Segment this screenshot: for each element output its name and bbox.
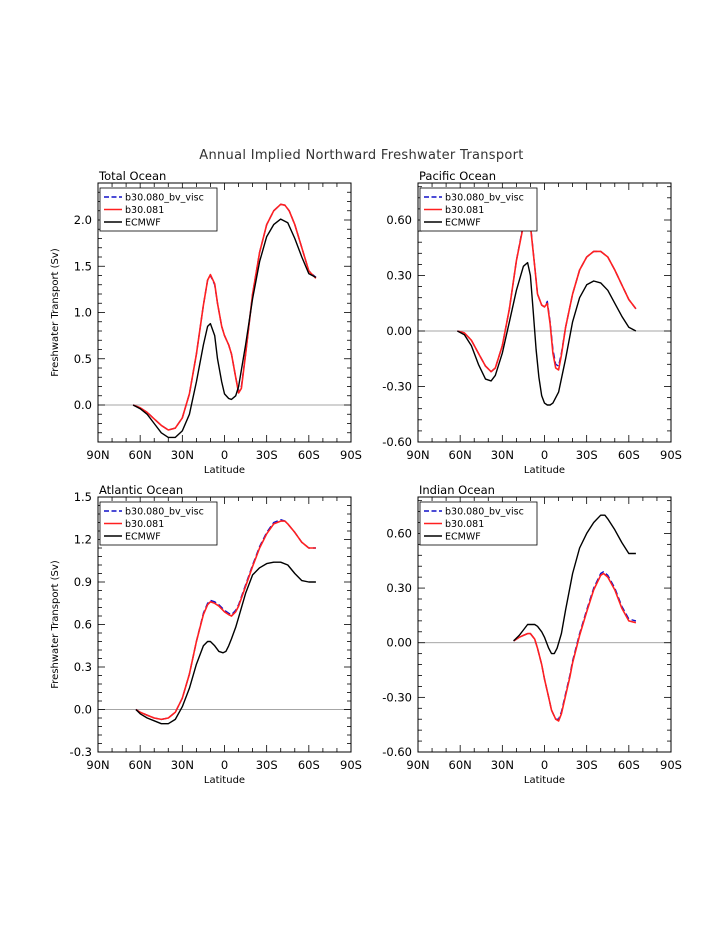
series-line-b30-081 <box>457 215 637 373</box>
y-tick-label: 1.2 <box>74 533 92 547</box>
x-tick-label: 90N <box>406 758 429 772</box>
x-tick-label: 60S <box>298 758 320 772</box>
y-tick-label: 0.30 <box>386 269 412 283</box>
y-tick-label: -0.30 <box>382 380 412 394</box>
y-tick-label: 0.60 <box>386 526 412 540</box>
y-tick-label: 0.5 <box>74 352 92 366</box>
y-tick-label: 1.0 <box>74 306 92 320</box>
series-line-b30-080-bv-visc <box>457 210 637 373</box>
y-tick-label: 0.00 <box>386 324 412 338</box>
series-line-ecmwf <box>135 561 316 725</box>
x-tick-label: 60N <box>449 448 472 462</box>
y-tick-label: 0.60 <box>386 213 412 227</box>
series-line-b30-081 <box>132 203 317 431</box>
legend-box <box>99 501 218 546</box>
y-tick-label: 0.00 <box>386 636 412 650</box>
legend-label: b30.081 <box>125 519 164 530</box>
x-tick-label: 60N <box>129 448 152 462</box>
series-line-b30-080-bv-visc <box>513 571 637 720</box>
x-tick-label: 30N <box>491 758 514 772</box>
legend-label: b30.081 <box>125 205 164 216</box>
x-tick-label: 60N <box>449 758 472 772</box>
x-tick-label: 90S <box>660 448 682 462</box>
x-tick-label: 0 <box>221 758 228 772</box>
legend-label: b30.080_bv_visc <box>125 507 204 518</box>
x-tick-label: 60S <box>618 448 640 462</box>
y-tick-label: 0.9 <box>74 575 92 589</box>
legend-box <box>99 187 218 232</box>
x-tick-label: 60S <box>618 758 640 772</box>
x-tick-label: 30S <box>256 448 278 462</box>
y-tick-label: 1.5 <box>74 490 92 504</box>
x-tick-label: 30S <box>256 758 278 772</box>
x-tick-label: 0 <box>221 448 228 462</box>
plot-frame <box>97 496 352 753</box>
plot-frame <box>97 182 352 443</box>
x-tick-label: 30N <box>491 448 514 462</box>
x-tick-label: 30S <box>576 758 598 772</box>
y-tick-label: 1.5 <box>74 259 92 273</box>
x-axis-label: Latitude <box>524 465 565 476</box>
series-line-ecmwf <box>132 218 317 439</box>
panel-title: Pacific Ocean <box>419 169 496 183</box>
x-tick-label: 90N <box>86 758 109 772</box>
y-tick-label: 0.0 <box>74 398 92 412</box>
x-tick-label: 0 <box>541 448 548 462</box>
y-tick-label: -0.60 <box>382 435 412 449</box>
y-tick-label: -0.3 <box>70 745 92 759</box>
y-axis-label: Freshwater Transport (Sv) <box>50 560 61 689</box>
legend-label: b30.080_bv_visc <box>125 193 204 204</box>
x-tick-label: 30N <box>171 758 194 772</box>
series-line-b30-081 <box>513 572 637 722</box>
legend-label: b30.080_bv_visc <box>445 193 524 204</box>
x-tick-label: 60S <box>298 448 320 462</box>
legend-label: ECMWF <box>445 218 481 229</box>
y-tick-label: 0.0 <box>74 703 92 717</box>
y-tick-label: 0.30 <box>386 581 412 595</box>
x-tick-label: 30N <box>171 448 194 462</box>
legend-label: b30.081 <box>445 519 484 530</box>
x-tick-label: 0 <box>541 758 548 772</box>
x-axis-label: Latitude <box>524 775 565 786</box>
series-line-ecmwf <box>513 514 636 655</box>
x-tick-label: 90N <box>86 448 109 462</box>
plot-frame <box>417 182 672 443</box>
legend-box <box>419 187 538 232</box>
y-axis-label: Freshwater Transport (Sv) <box>50 248 61 377</box>
x-tick-label: 90S <box>340 448 362 462</box>
y-tick-label: -0.60 <box>382 745 412 759</box>
y-tick-label: 2.0 <box>74 213 92 227</box>
series-line-b30-081 <box>135 520 316 721</box>
figure-title: Annual Implied Northward Freshwater Tran… <box>199 148 524 163</box>
panel-title: Indian Ocean <box>419 483 495 497</box>
panel-title: Total Ocean <box>98 169 166 183</box>
legend-label: ECMWF <box>125 532 161 543</box>
legend-label: ECMWF <box>445 532 481 543</box>
series-line-b30-080-bv-visc <box>132 203 317 431</box>
legend-label: b30.080_bv_visc <box>445 507 524 518</box>
x-tick-label: 90S <box>660 758 682 772</box>
x-axis-label: Latitude <box>204 775 245 786</box>
x-tick-label: 90S <box>340 758 362 772</box>
series-line-ecmwf <box>457 261 637 406</box>
x-tick-label: 60N <box>129 758 152 772</box>
y-tick-label: 0.3 <box>74 660 92 674</box>
plot-frame <box>417 496 672 753</box>
x-axis-label: Latitude <box>204 465 245 476</box>
x-tick-label: 30S <box>576 448 598 462</box>
legend-box <box>419 501 538 546</box>
y-tick-label: 0.6 <box>74 618 92 632</box>
x-tick-label: 90N <box>406 448 429 462</box>
y-tick-label: -0.30 <box>382 690 412 704</box>
legend-label: b30.081 <box>445 205 484 216</box>
panel-title: Atlantic Ocean <box>99 483 183 497</box>
series-line-b30-080-bv-visc <box>135 519 316 721</box>
legend-label: ECMWF <box>125 218 161 229</box>
